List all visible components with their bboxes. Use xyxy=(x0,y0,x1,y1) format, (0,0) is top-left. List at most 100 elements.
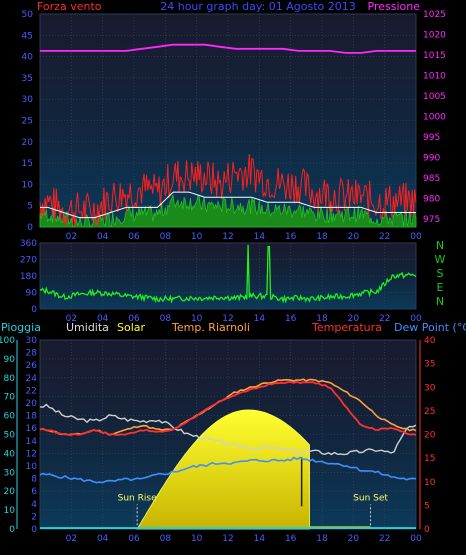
x-tick-label: 22 xyxy=(379,314,390,324)
humidity-y-tick: 14 xyxy=(26,437,38,447)
wind-y-tick: 20 xyxy=(22,138,34,148)
cardinal-label: E xyxy=(437,281,444,294)
rain-y-tick: 40 xyxy=(4,449,16,459)
temp-y-tick: 15 xyxy=(424,454,435,464)
humidity-y-tick: 30 xyxy=(26,336,38,346)
temp-y-tick: 35 xyxy=(424,360,435,370)
x-tick-label: 14 xyxy=(254,314,266,324)
humidity-y-tick: 24 xyxy=(26,374,38,384)
pressure-y-tick: 985 xyxy=(423,174,440,184)
wind-y-tick: 30 xyxy=(22,95,34,105)
x-tick-label: 04 xyxy=(97,232,109,242)
panel1-bg xyxy=(40,14,416,227)
rain-y-tick: 60 xyxy=(4,412,16,422)
temp-y-tick: 40 xyxy=(424,336,436,346)
x-tick-label: 04 xyxy=(97,534,109,544)
direction-y-tick: 0 xyxy=(31,305,37,315)
pressure-y-tick: 975 xyxy=(423,215,440,225)
temp-y-tick: 20 xyxy=(424,431,436,441)
direction-y-tick: 270 xyxy=(20,256,37,266)
rain-y-tick: 0 xyxy=(9,525,15,535)
x-tick-label: 00 xyxy=(410,232,422,242)
x-tick-label: 10 xyxy=(191,534,203,544)
x-tick-label: 12 xyxy=(222,534,233,544)
pressure-series xyxy=(40,43,416,54)
x-tick-label: 02 xyxy=(66,314,77,324)
x-tick-label: 18 xyxy=(316,534,328,544)
wind-gust-series xyxy=(39,153,417,228)
direction-y-tick: 180 xyxy=(20,272,37,282)
rain-y-tick: 90 xyxy=(4,355,16,365)
direction-y-tick: 360 xyxy=(20,239,37,249)
rain-y-tick: 50 xyxy=(4,431,16,441)
x-tick-label: 02 xyxy=(66,232,77,242)
cardinal-label: N xyxy=(436,295,444,308)
rain-y-tick: 70 xyxy=(4,393,16,403)
x-tick-label: 16 xyxy=(285,232,297,242)
pressure-y-tick: 995 xyxy=(423,133,440,143)
rain-y-tick: 30 xyxy=(4,468,16,478)
x-tick-label: 08 xyxy=(160,314,172,324)
x-tick-label: 12 xyxy=(222,314,233,324)
pressure-y-tick: 1000 xyxy=(423,112,446,122)
wind-y-tick: 45 xyxy=(22,31,33,41)
wind-y-tick: 40 xyxy=(22,53,34,63)
temp-y-tick: 10 xyxy=(424,478,436,488)
rain-y-tick: 80 xyxy=(4,374,16,384)
pressure-y-tick: 1015 xyxy=(423,51,446,61)
wind-y-tick: 5 xyxy=(27,202,33,212)
x-tick-label: 08 xyxy=(160,534,172,544)
wind-axis-title: Forza vento xyxy=(37,0,102,13)
rain-y-tick: 10 xyxy=(4,506,16,516)
humidity-y-tick: 0 xyxy=(31,525,37,535)
humidity-y-tick: 12 xyxy=(26,449,37,459)
cardinal-label: S xyxy=(437,267,444,280)
x-tick-label: 18 xyxy=(316,232,328,242)
x-tick-label: 08 xyxy=(160,232,172,242)
rain-series xyxy=(40,527,416,529)
temp-y-tick: 25 xyxy=(424,407,435,417)
x-tick-label: 06 xyxy=(128,232,140,242)
x-tick-label: 10 xyxy=(191,314,203,324)
x-tick-label: 18 xyxy=(316,314,328,324)
pressure-axis-title: Pressione xyxy=(368,0,421,13)
pressure-y-tick: 1020 xyxy=(423,30,446,40)
x-tick-label: 06 xyxy=(128,314,140,324)
rain-axis-title: Pioggia xyxy=(1,321,41,334)
pressure-y-tick: 1010 xyxy=(423,71,446,81)
temp-y-tick: 5 xyxy=(424,501,430,511)
humidity-y-tick: 18 xyxy=(26,412,38,422)
sun-set-label: Sun Set xyxy=(353,494,388,504)
x-tick-label: 14 xyxy=(254,534,266,544)
wind-y-tick: 25 xyxy=(22,117,33,127)
humidity-y-tick: 16 xyxy=(26,424,38,434)
temperature-legend: Temperatura xyxy=(311,321,382,334)
chart-title: 24 hour graph day: 01 Agosto 2013 xyxy=(160,0,356,13)
x-tick-label: 00 xyxy=(410,534,422,544)
x-tick-label: 16 xyxy=(285,534,297,544)
temp-riarnoli-legend: Temp. Riarnoli xyxy=(171,321,250,334)
x-tick-label: 12 xyxy=(222,232,233,242)
cardinal-label: W xyxy=(435,253,446,266)
x-tick-label: 00 xyxy=(410,314,422,324)
humidity-y-tick: 10 xyxy=(26,462,38,472)
pressure-y-tick: 990 xyxy=(423,153,440,163)
x-tick-label: 14 xyxy=(254,232,266,242)
x-tick-label: 10 xyxy=(191,232,203,242)
wind-speed-series xyxy=(39,194,417,228)
wind-y-tick: 50 xyxy=(22,10,34,20)
temp-y-tick: 30 xyxy=(424,383,436,393)
wind-y-tick: 35 xyxy=(22,74,33,84)
x-tick-label: 22 xyxy=(379,534,390,544)
pressure-y-tick: 1025 xyxy=(423,10,446,20)
humidity-y-tick: 22 xyxy=(26,386,37,396)
cardinal-label: N xyxy=(436,239,444,252)
wind-y-tick: 10 xyxy=(22,180,34,190)
wind-y-tick: 15 xyxy=(22,159,33,169)
pressure-y-tick: 980 xyxy=(423,194,440,204)
humidity-y-tick: 6 xyxy=(31,487,37,497)
solar-series xyxy=(136,409,310,530)
temperatura-series xyxy=(40,380,417,436)
pressure-y-tick: 1005 xyxy=(423,92,446,102)
humidity-series xyxy=(39,403,417,456)
